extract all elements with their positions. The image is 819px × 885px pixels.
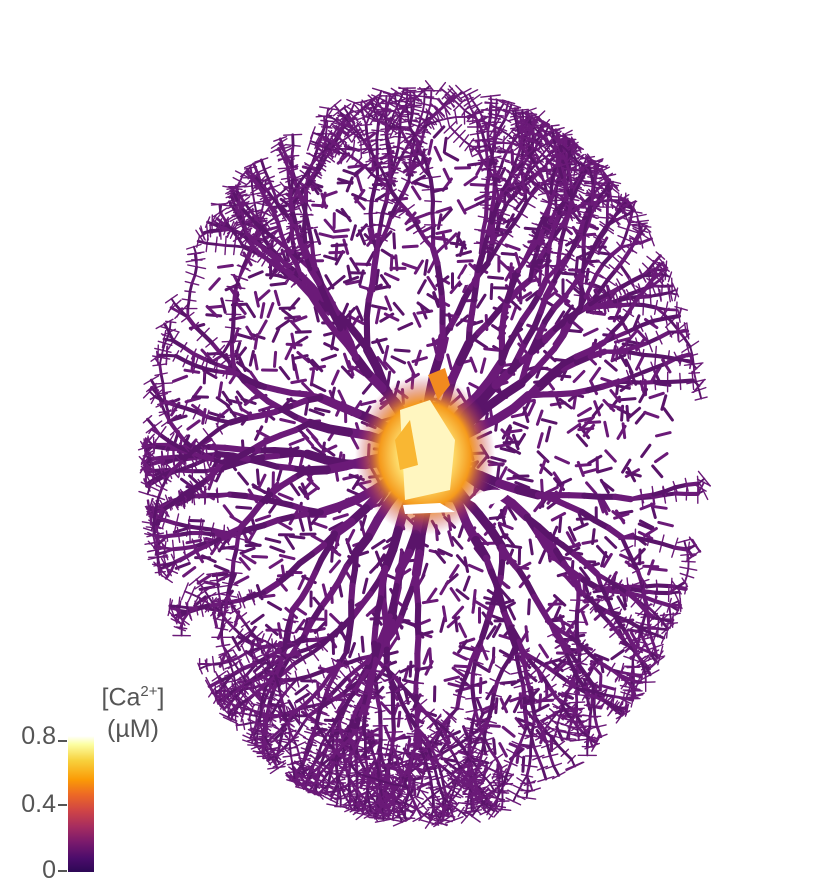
colorbar-gradient (68, 736, 94, 872)
colorbar-tick-label-mid: 0.4 (0, 790, 56, 819)
colorbar-tick-mark (58, 740, 67, 742)
colorbar-tick-mark (58, 804, 67, 806)
colorbar-unit: (µM) (107, 715, 159, 743)
colorbar-tick-label-max: 0.8 (0, 722, 56, 751)
colorbar-title: [Ca2+] (µM) (78, 676, 188, 745)
colorbar-tick-mark (58, 870, 67, 872)
